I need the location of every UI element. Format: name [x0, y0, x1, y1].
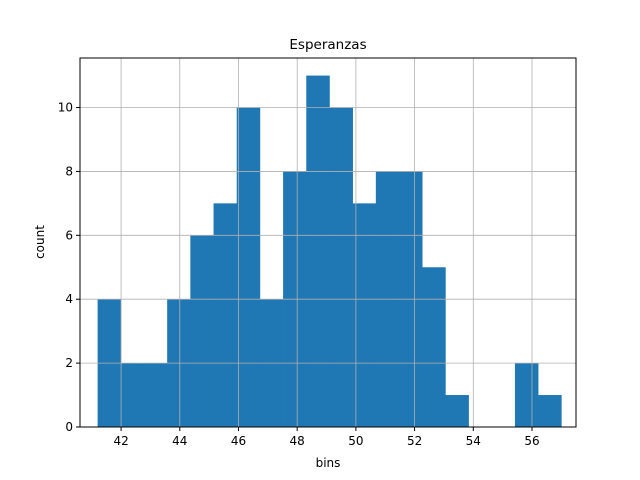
histogram-bar [538, 395, 562, 427]
x-tick-label: 48 [290, 434, 305, 448]
y-tick-label: 2 [65, 356, 73, 370]
x-tick-label: 46 [231, 434, 246, 448]
histogram-bar [120, 363, 145, 427]
x-tick-label: 44 [172, 434, 187, 448]
x-tick-label: 50 [348, 434, 363, 448]
y-axis-label: count [33, 225, 47, 259]
histogram-bar [143, 363, 168, 427]
y-axis-ticks: 0 2 4 6 8 10 [58, 101, 80, 434]
x-axis-ticks: 42 44 46 48 50 52 54 56 [113, 427, 540, 448]
x-axis-label: bins [316, 456, 341, 470]
chart-title: Esperanzas [289, 37, 366, 53]
y-tick-label: 0 [65, 420, 73, 434]
x-tick-label: 54 [466, 434, 481, 448]
histogram-bar [329, 107, 353, 428]
histogram-bar [213, 203, 238, 427]
y-tick-label: 8 [65, 164, 73, 178]
x-tick-label: 42 [113, 434, 128, 448]
histogram-bar [306, 75, 330, 428]
histogram-bar [445, 395, 469, 427]
histogram-bar [422, 267, 446, 427]
x-tick-label: 56 [524, 434, 539, 448]
histogram-bar [514, 363, 539, 427]
x-tick-label: 52 [407, 434, 422, 448]
histogram-bar [236, 107, 261, 428]
plot-frame [79, 57, 577, 428]
y-tick-label: 6 [65, 228, 73, 242]
histogram-bar [190, 235, 214, 427]
y-tick-label: 10 [58, 101, 73, 115]
y-tick-label: 4 [65, 292, 73, 306]
histogram-bar [352, 203, 377, 427]
